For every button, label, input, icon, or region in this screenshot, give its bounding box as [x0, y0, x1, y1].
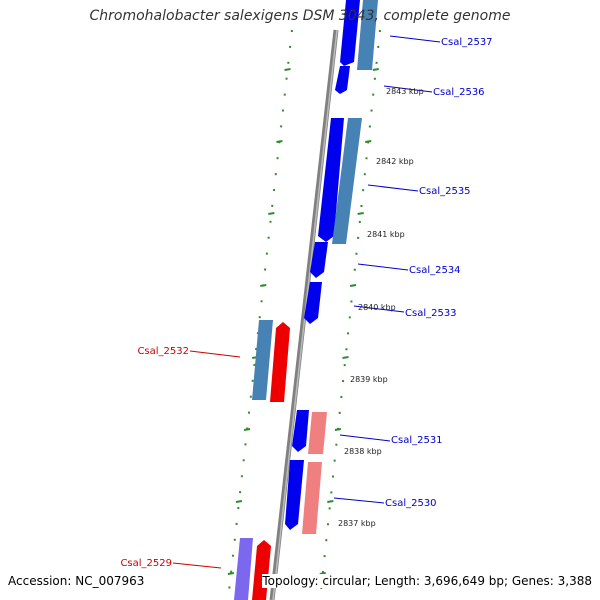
major-tick: [334, 428, 342, 431]
position-label-2837: 2837 kbp: [338, 519, 376, 528]
gene-csal-2535-arrow: [318, 118, 344, 242]
gene-csal-2533-arrow: [304, 282, 322, 324]
gene-csal-2537-arrow: [340, 0, 360, 66]
position-labels: 2843 kbp 2842 kbp 2841 kbp 2840 kbp 2839…: [338, 87, 424, 528]
gene-label-csal-2536: Csal_2536: [433, 87, 485, 98]
forward-strand-features: [285, 0, 378, 534]
gene-label-csal-2529: Csal_2529: [120, 558, 172, 569]
major-tick: [372, 68, 379, 71]
major-tick: [276, 140, 283, 143]
major-tick: [284, 68, 291, 71]
gene-label-csal-2537: Csal_2537: [441, 37, 493, 48]
gene-label-csal-2533: Csal_2533: [405, 308, 457, 319]
major-tick: [327, 500, 334, 503]
major-tick: [235, 500, 243, 503]
cds-csal-2530-bar: [302, 462, 322, 534]
cds-csal-2535-bar: [332, 118, 362, 244]
gene-label-csal-2535: Csal_2535: [419, 186, 471, 197]
gene-csal-2531-arrow: [292, 410, 309, 452]
major-tick: [319, 572, 326, 575]
genome-backbone: [269, 29, 339, 600]
major-tick: [349, 284, 357, 287]
gene-csal-2530-arrow: [285, 460, 304, 530]
major-tick: [357, 212, 364, 215]
map-title: Chromohalobacter salexigens DSM 3043, co…: [89, 8, 511, 24]
major-tick: [342, 356, 349, 359]
position-label-2843: 2843 kbp: [386, 87, 424, 96]
position-label-2838: 2838 kbp: [344, 447, 382, 456]
gene-label-csal-2534: Csal_2534: [409, 265, 461, 276]
gene-label-csal-2532: Csal_2532: [137, 346, 189, 357]
major-tick: [227, 572, 235, 575]
cds-csal-2537-bar: [357, 0, 378, 70]
gene-label-csal-2530: Csal_2530: [385, 498, 437, 509]
position-label-2842: 2842 kbp: [376, 157, 414, 166]
gene-label-csal-2531: Csal_2531: [391, 435, 443, 446]
major-tick: [243, 428, 251, 431]
major-tick: [260, 284, 267, 287]
cds-csal-2529-bar: [234, 538, 253, 600]
major-tick: [365, 140, 372, 143]
position-label-2841: 2841 kbp: [367, 230, 405, 239]
gene-csal-2529-arrow: [252, 540, 271, 600]
gene-csal-2532-arrow: [270, 322, 290, 402]
reverse-strand-features: [234, 320, 290, 600]
label-leaders: [172, 35, 441, 569]
topology-summary: Topology: circular; Length: 3,696,649 bp…: [262, 574, 592, 588]
gene-csal-2534-arrow: [310, 242, 328, 278]
gene-csal-2536-arrow: [335, 66, 350, 94]
position-label-2839: 2839 kbp: [350, 375, 388, 384]
cds-csal-2532-bar: [252, 320, 273, 400]
position-label-2840: 2840 kbp: [358, 303, 396, 312]
cds-csal-2531-bar: [308, 412, 327, 454]
major-tick: [268, 212, 275, 215]
gene-labels: Csal_2537 Csal_2536 Csal_2535 Csal_2534 …: [120, 37, 492, 569]
accession-label: Accession: NC_007963: [8, 574, 145, 588]
